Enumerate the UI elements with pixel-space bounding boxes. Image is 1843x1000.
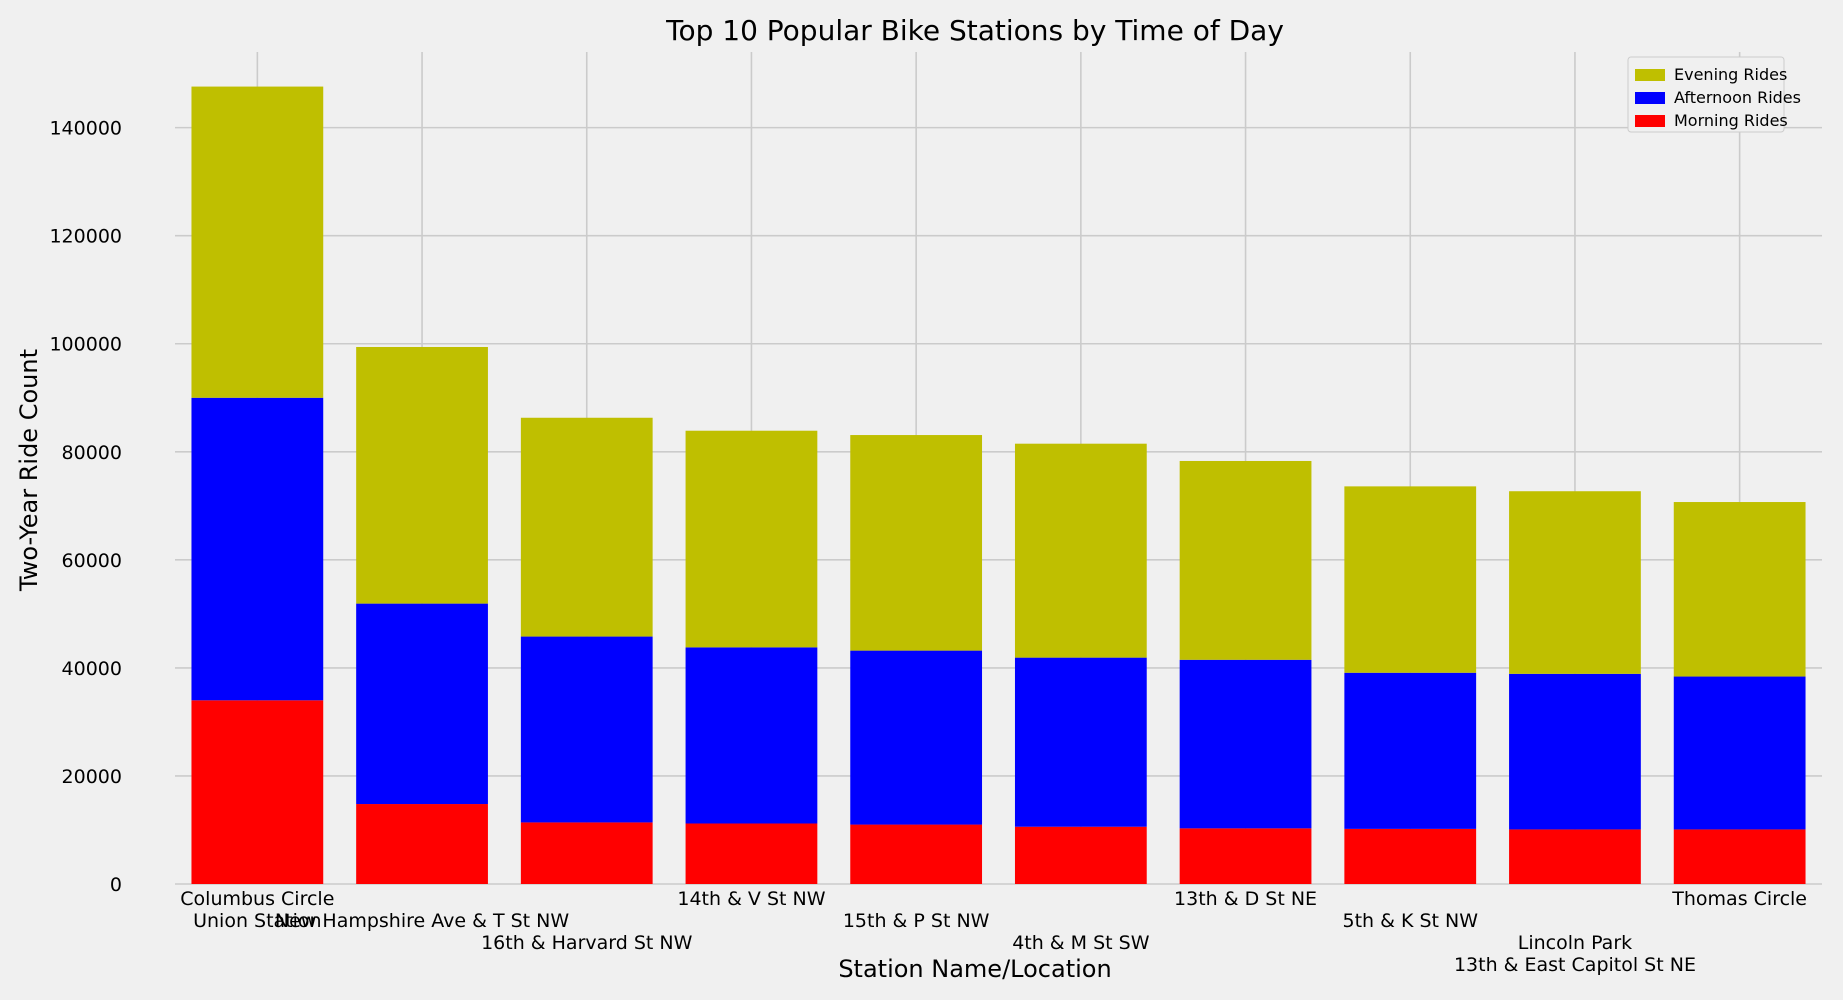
bar-morning-rides bbox=[850, 824, 983, 884]
bar-morning-rides bbox=[1509, 829, 1641, 884]
x-tick-label: Columbus Circle bbox=[180, 888, 334, 910]
y-tick-label: 120000 bbox=[49, 226, 122, 248]
bar-afternoon-rides bbox=[1344, 672, 1477, 829]
legend: Evening Rides Afternoon Rides Morning Ride… bbox=[1627, 56, 1801, 133]
bar-evening-rides bbox=[1179, 460, 1312, 660]
y-tick-label: 40000 bbox=[62, 658, 122, 680]
x-tick-label: 4th & M St SW bbox=[1012, 932, 1150, 954]
bar-evening-rides bbox=[1509, 491, 1641, 674]
bar-afternoon-rides bbox=[1179, 659, 1312, 829]
x-tick-label: 16th & Harvard St NW bbox=[481, 932, 693, 954]
bar-afternoon-rides bbox=[1509, 673, 1641, 830]
y-tick-label: 20000 bbox=[62, 766, 122, 788]
x-tick-label: 13th & D St NE bbox=[1174, 888, 1317, 910]
bar-morning-rides bbox=[1179, 828, 1312, 884]
bar-afternoon-rides bbox=[191, 397, 324, 701]
bar-morning-rides bbox=[1344, 828, 1477, 884]
bar-evening-rides bbox=[191, 86, 324, 398]
chart-title: Top 10 Popular Bike Stations by Time of … bbox=[665, 14, 1284, 47]
bar-afternoon-rides bbox=[356, 603, 488, 805]
bar-evening-rides bbox=[1344, 486, 1477, 673]
y-tick-label: 100000 bbox=[49, 334, 122, 356]
y-ticks: 0 20000 40000 60000 80000 100000 120000 140000 bbox=[49, 118, 122, 896]
bar-morning-rides bbox=[1673, 829, 1806, 884]
y-tick-label: 60000 bbox=[62, 550, 122, 572]
x-tick-label: 13th & East Capitol St NE bbox=[1454, 954, 1696, 976]
legend-label: Evening Rides bbox=[1674, 65, 1787, 84]
bar-evening-rides bbox=[356, 346, 488, 604]
bar-afternoon-rides bbox=[685, 647, 818, 824]
bar-evening-rides bbox=[1014, 443, 1147, 658]
bar-morning-rides bbox=[356, 804, 488, 884]
bar-evening-rides bbox=[685, 430, 818, 648]
y-tick-label: 80000 bbox=[62, 442, 122, 464]
x-tick-label: Thomas Circle bbox=[1671, 888, 1807, 910]
legend-swatch bbox=[1635, 92, 1665, 104]
bar-evening-rides bbox=[1673, 502, 1806, 677]
legend-label: Morning Rides bbox=[1674, 111, 1788, 130]
legend-box bbox=[1627, 56, 1785, 133]
bar-afternoon-rides bbox=[850, 650, 983, 825]
x-tick-label: 15th & P St NW bbox=[843, 910, 990, 932]
bar-morning-rides bbox=[520, 822, 653, 884]
bar-evening-rides bbox=[520, 417, 653, 637]
x-tick-label: New Hampshire Ave & T St NW bbox=[275, 910, 569, 932]
x-tick-label: Union Station bbox=[193, 910, 321, 932]
legend-label: Afternoon Rides bbox=[1674, 88, 1801, 107]
bar-afternoon-rides bbox=[1673, 676, 1806, 830]
bar-morning-rides bbox=[1014, 826, 1147, 884]
x-tick-label: 5th & K St NW bbox=[1342, 910, 1478, 932]
y-tick-label: 0 bbox=[110, 874, 122, 896]
bar-evening-rides bbox=[850, 435, 983, 651]
y-axis-label: Two-Year Ride Count bbox=[15, 349, 43, 592]
bar-morning-rides bbox=[191, 700, 324, 884]
bar-afternoon-rides bbox=[520, 636, 653, 823]
legend-swatch bbox=[1635, 115, 1665, 127]
y-tick-label: 140000 bbox=[49, 118, 122, 140]
x-axis-label: Station Name/Location bbox=[838, 955, 1111, 983]
bar-afternoon-rides bbox=[1014, 657, 1147, 827]
bars bbox=[191, 86, 1806, 884]
x-tick-label: Lincoln Park bbox=[1518, 932, 1632, 954]
legend-swatch bbox=[1635, 69, 1665, 81]
bar-morning-rides bbox=[685, 823, 818, 884]
x-tick-label: 14th & V St NW bbox=[677, 888, 825, 910]
